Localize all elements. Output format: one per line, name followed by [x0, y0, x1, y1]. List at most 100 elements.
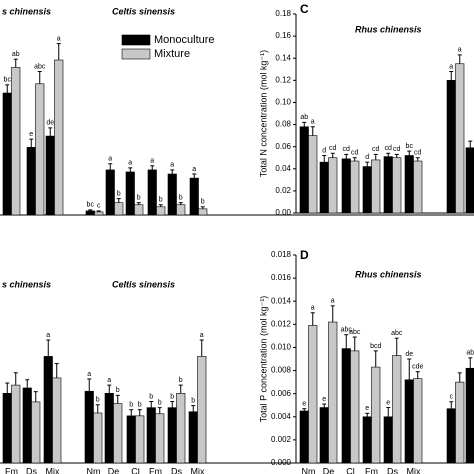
- bar: [35, 83, 45, 216]
- bar: [146, 407, 156, 464]
- x-tick-label: De: [323, 466, 335, 474]
- significance-letter: e: [302, 401, 306, 408]
- bar: [413, 378, 423, 464]
- significance-letter: a: [46, 332, 50, 339]
- y-tick-label: 0.004: [271, 412, 292, 421]
- legend-swatch: [121, 48, 151, 60]
- legend-label: Mixture: [154, 48, 190, 60]
- significance-letter: c: [97, 203, 101, 210]
- panel-title: Rhus chinensis: [355, 24, 422, 34]
- significance-letter: ab: [12, 51, 20, 58]
- bar: [465, 367, 474, 464]
- bar: [11, 384, 21, 464]
- bar: [147, 169, 157, 216]
- bar: [362, 166, 372, 214]
- bar: [176, 204, 186, 216]
- panel-title: Celtis sinensis: [112, 6, 175, 16]
- significance-letter: b: [159, 197, 163, 204]
- bar: [125, 171, 135, 216]
- x-tick-label: De: [108, 466, 120, 474]
- bar: [104, 392, 114, 464]
- x-tick-label: Cl: [346, 466, 355, 474]
- bar: [465, 147, 474, 214]
- bar: [113, 403, 123, 464]
- significance-letter: e: [386, 399, 390, 406]
- y-tick-label: 0.018: [271, 250, 292, 259]
- significance-letter: cd: [343, 146, 351, 153]
- bar: [455, 381, 465, 464]
- significance-letter: bc: [406, 143, 414, 150]
- bar: [134, 204, 144, 216]
- significance-letter: cd: [351, 150, 359, 157]
- bar: [22, 387, 32, 464]
- bar: [328, 157, 338, 214]
- bar: [404, 379, 414, 464]
- y-tick-label: 0.04: [275, 164, 291, 173]
- significance-letter: b: [117, 190, 121, 197]
- significance-letter: a: [87, 371, 91, 378]
- significance-letter: b: [137, 195, 141, 202]
- significance-letter: b: [96, 397, 100, 404]
- significance-letter: b: [116, 387, 120, 394]
- x-tick-label: Mix: [191, 466, 205, 474]
- significance-letter: bc: [87, 202, 95, 209]
- bar: [2, 92, 12, 216]
- bar: [155, 413, 165, 464]
- significance-letter: b: [179, 195, 183, 202]
- significance-letter: b: [201, 199, 205, 206]
- bar: [167, 173, 177, 216]
- x-tick-label: Fm: [365, 466, 378, 474]
- bar: [52, 377, 62, 464]
- significance-letter: ab: [466, 350, 474, 357]
- bar: [54, 59, 64, 216]
- bar: [341, 348, 351, 464]
- significance-letter: a: [331, 298, 335, 305]
- significance-letter: bcd: [370, 343, 381, 350]
- significance-letter: ab: [300, 114, 308, 121]
- x-tick-label: Cl: [131, 466, 140, 474]
- significance-letter: e: [322, 396, 326, 403]
- significance-letter: cde: [412, 364, 423, 371]
- bar: [85, 210, 95, 216]
- panel-letter: D: [300, 248, 309, 262]
- y-tick-label: 0.08: [275, 120, 291, 129]
- significance-letter: abc: [34, 63, 46, 70]
- x-tick-label: Ds: [26, 466, 37, 474]
- panel-title: s chinensis: [2, 6, 51, 16]
- bar: [93, 412, 103, 464]
- significance-letter: c: [450, 394, 454, 401]
- significance-letter: a: [200, 332, 204, 339]
- y-axis-label: Total N concentration (mol kg⁻¹): [258, 50, 268, 177]
- legend-label: Monoculture: [154, 34, 215, 46]
- x-tick-label: Ds: [171, 466, 182, 474]
- bar: [392, 355, 402, 464]
- significance-letter: a: [311, 305, 315, 312]
- bar: [167, 407, 177, 464]
- bar: [371, 366, 381, 464]
- significance-letter: a: [128, 160, 132, 167]
- bar: [11, 67, 21, 216]
- y-tick-label: 0.006: [271, 389, 292, 398]
- significance-letter: abc: [341, 327, 353, 334]
- panel-letter: C: [300, 2, 309, 16]
- significance-letter: a: [108, 156, 112, 163]
- bar: [114, 202, 124, 216]
- bar: [319, 161, 329, 214]
- x-tick-label: Fm: [5, 466, 18, 474]
- bar: [308, 325, 318, 464]
- significance-letter: cd: [414, 150, 422, 157]
- bar: [197, 356, 207, 464]
- significance-letter: a: [458, 47, 462, 54]
- significance-letter: cd: [372, 146, 380, 153]
- bar: [299, 410, 309, 464]
- significance-letter: abc: [391, 330, 403, 337]
- bar: [308, 135, 318, 214]
- significance-letter: cd: [385, 145, 393, 152]
- significance-letter: b: [149, 393, 153, 400]
- bar: [383, 416, 393, 464]
- y-tick-label: 0.002: [271, 435, 292, 444]
- significance-letter: b: [179, 377, 183, 384]
- significance-letter: a: [150, 158, 154, 165]
- bar: [31, 401, 41, 464]
- bar: [404, 155, 414, 214]
